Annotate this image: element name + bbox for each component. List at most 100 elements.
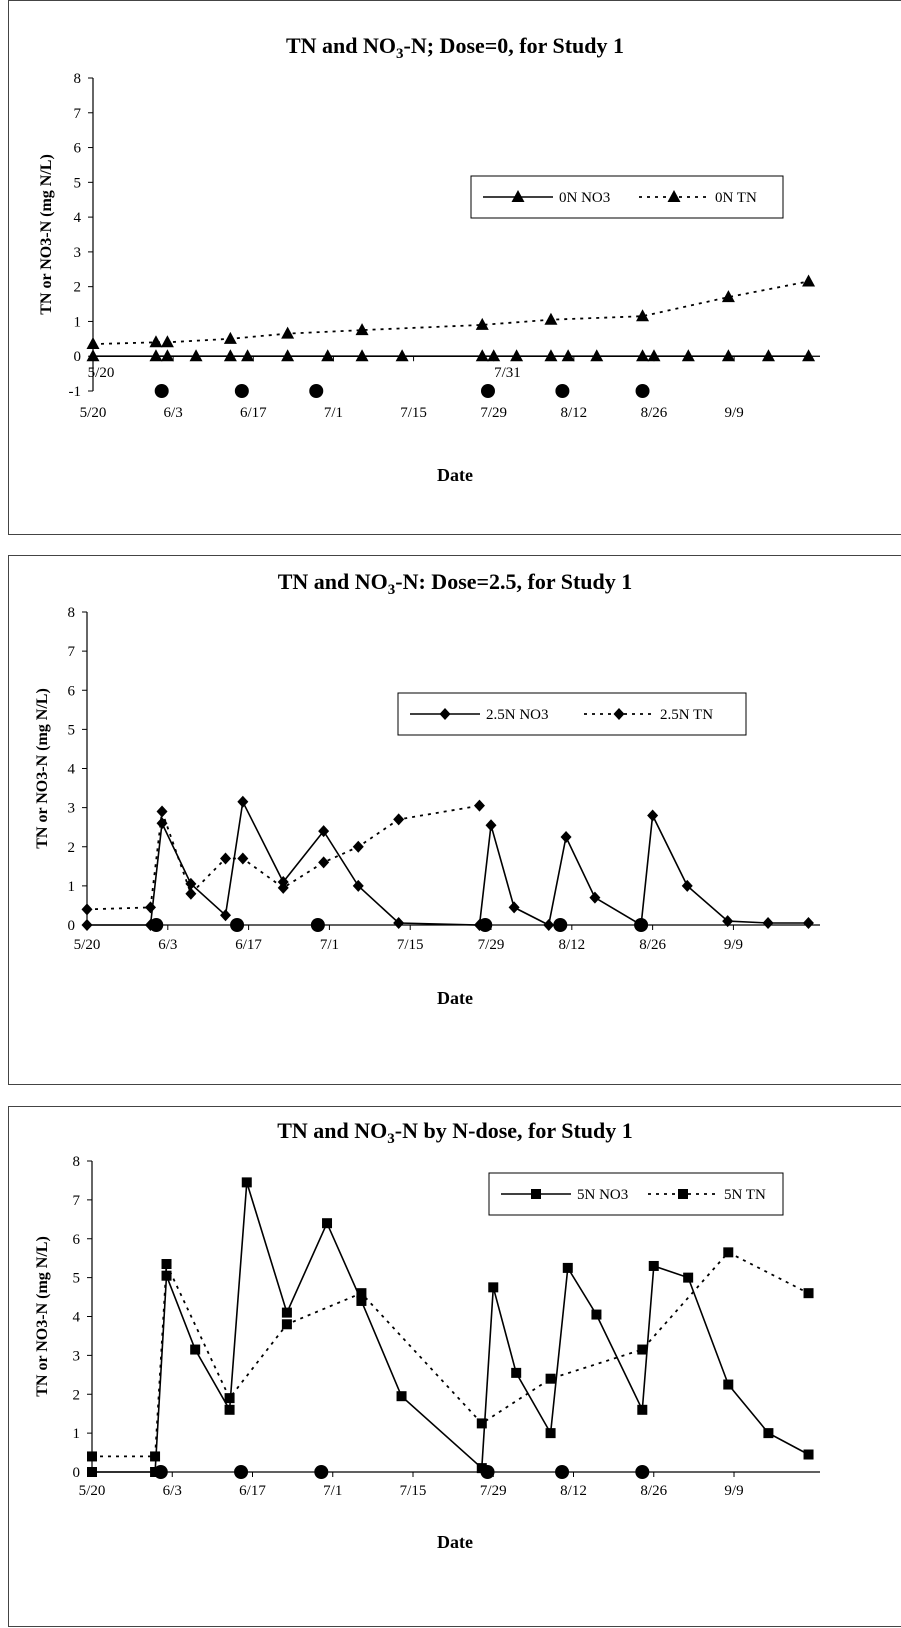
data-point-marker xyxy=(81,919,93,931)
data-point-marker xyxy=(393,813,405,826)
legend-swatch-marker xyxy=(613,708,625,720)
legend-label: 5N NO3 xyxy=(577,1187,628,1203)
data-point-marker xyxy=(318,856,330,869)
y-tick-label: 5 xyxy=(73,1271,81,1287)
data-point-marker xyxy=(223,349,237,362)
series-line xyxy=(87,799,809,927)
chart-title-suffix: -N: Dose=2.5, for Study 1 xyxy=(395,569,632,594)
data-point-marker xyxy=(476,1463,487,1474)
y-tick-label: 5 xyxy=(74,175,82,191)
data-point-marker xyxy=(161,1259,172,1270)
chart-title: TN and NO3-N: Dose=2.5, for Study 1 xyxy=(278,569,633,598)
data-point-marker xyxy=(721,349,735,362)
y-axis-label: TN or NO3-N (mg N/L) xyxy=(34,1236,51,1397)
x-tick-label: 8/12 xyxy=(558,937,585,953)
chart-title-suffix: -N; Dose=0, for Study 1 xyxy=(404,33,625,58)
data-point-marker xyxy=(647,349,661,362)
date-annotation: 5/20 xyxy=(88,365,115,381)
data-point-marker xyxy=(281,349,295,362)
data-point-marker xyxy=(803,1288,814,1299)
dose-event-marker xyxy=(635,384,650,398)
data-point-marker xyxy=(185,877,197,890)
x-tick-label: 7/29 xyxy=(480,405,507,421)
y-tick-label: 4 xyxy=(73,1310,81,1326)
y-tick-label: 3 xyxy=(73,1348,81,1364)
series-tn xyxy=(81,799,485,916)
data-point-marker xyxy=(144,919,156,931)
data-point-marker xyxy=(160,349,174,362)
x-tick-label: 8/12 xyxy=(560,1483,587,1499)
chart-title-subscript: 3 xyxy=(396,46,404,62)
x-tick-label: 6/17 xyxy=(235,937,262,953)
data-point-marker xyxy=(561,349,575,362)
data-point-marker xyxy=(637,1344,648,1355)
data-point-marker xyxy=(220,852,232,865)
data-point-marker xyxy=(220,909,232,922)
data-point-marker xyxy=(591,1309,602,1320)
data-point-marker xyxy=(590,349,604,362)
chart-title-prefix: TN and NO xyxy=(277,1118,387,1143)
data-point-marker xyxy=(185,887,197,900)
y-tick-label: 8 xyxy=(74,71,82,87)
chart-title: TN and NO3-N by N-dose, for Study 1 xyxy=(277,1118,633,1147)
y-tick-label: 6 xyxy=(73,1232,81,1248)
data-point-marker xyxy=(543,919,555,931)
data-point-marker xyxy=(762,917,774,930)
data-point-marker xyxy=(802,349,816,362)
data-point-marker xyxy=(161,1270,172,1281)
legend-label: 0N TN xyxy=(715,190,757,206)
data-point-marker xyxy=(318,825,330,838)
data-point-marker xyxy=(562,1262,573,1273)
legend: 0N NO3 0N TN xyxy=(470,175,784,219)
data-point-marker xyxy=(511,1367,522,1378)
data-point-marker xyxy=(322,1218,333,1229)
data-point-marker xyxy=(473,919,485,931)
data-point-marker xyxy=(223,331,237,344)
dose-event-marker xyxy=(480,384,495,398)
data-point-marker xyxy=(545,1428,556,1439)
y-tick-label: 1 xyxy=(73,1426,81,1442)
legend-swatch-marker xyxy=(511,190,525,202)
x-tick-label: 6/17 xyxy=(240,405,267,421)
data-point-marker xyxy=(508,901,520,914)
data-point-marker xyxy=(544,312,558,325)
dose-event-marker xyxy=(234,384,249,398)
dose-event-marker xyxy=(555,384,570,398)
legend-swatch-marker xyxy=(678,1189,688,1199)
data-point-marker xyxy=(589,891,601,904)
data-point-marker xyxy=(355,349,369,362)
x-tick-label: 9/9 xyxy=(724,937,743,953)
series-no3 xyxy=(87,1177,814,1477)
chart-dose-5: TN and NO3-N by N-dose, for Study 101234… xyxy=(34,1118,820,1552)
data-point-marker xyxy=(721,290,735,303)
data-point-marker xyxy=(277,881,289,894)
data-point-marker xyxy=(190,1344,201,1355)
dose-event-marker xyxy=(635,1465,650,1479)
y-tick-label: 7 xyxy=(68,644,76,660)
chart-title-subscript: 3 xyxy=(387,1131,395,1147)
data-point-marker xyxy=(485,819,497,832)
y-tick-label: 0 xyxy=(74,349,82,365)
data-point-marker xyxy=(224,1404,235,1415)
x-tick-label: 8/26 xyxy=(640,1483,667,1499)
dose-event-marker xyxy=(553,918,568,932)
chart-title-prefix: TN and NO xyxy=(278,569,388,594)
data-point-marker xyxy=(544,349,558,362)
series-tn xyxy=(86,274,816,350)
x-tick-label: 7/15 xyxy=(400,405,427,421)
data-point-marker xyxy=(156,817,168,830)
x-tick-label: 6/17 xyxy=(239,1483,266,1499)
data-point-marker xyxy=(87,1451,97,1462)
data-point-marker xyxy=(395,349,409,362)
y-tick-label: 3 xyxy=(74,245,82,261)
legend-swatch-marker xyxy=(439,708,451,720)
data-point-marker xyxy=(510,349,524,362)
data-point-marker xyxy=(144,901,156,914)
y-tick-label: 7 xyxy=(73,1193,81,1209)
y-axis-label: TN or NO3-N (mg N/L) xyxy=(34,688,51,849)
dose-event-marker xyxy=(154,384,169,398)
y-tick-label: 0 xyxy=(68,918,76,934)
data-point-marker xyxy=(241,349,255,362)
chart-title: TN and NO3-N; Dose=0, for Study 1 xyxy=(286,33,624,62)
